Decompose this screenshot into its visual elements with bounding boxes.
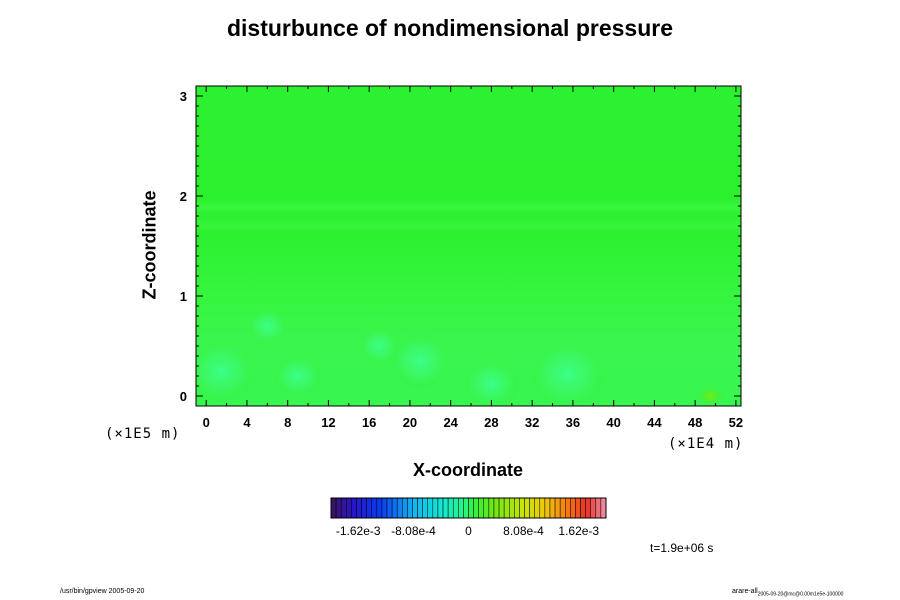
y-tick-label: 3 <box>180 89 187 104</box>
colorbar-cell <box>585 497 591 519</box>
time-annotation: t=1.9e+06 s <box>650 541 714 555</box>
y-axis-label: Z-coordinate <box>139 190 160 300</box>
colorbar-cell <box>575 497 581 519</box>
x-tick-label: 28 <box>484 415 498 430</box>
colorbar-cell <box>600 497 607 519</box>
y-tick-label: 1 <box>180 289 187 304</box>
x-tick-label: 48 <box>688 415 702 430</box>
colorbar-cell <box>565 497 571 519</box>
colorbar-cell <box>488 497 495 519</box>
colorbar-cell <box>427 497 434 519</box>
colorbar-cell <box>422 497 429 519</box>
colorbar-cell <box>447 497 454 519</box>
field-minimum <box>273 353 323 399</box>
x-tick-label: 40 <box>606 415 620 430</box>
x-tick-label: 52 <box>729 415 743 430</box>
x-tick-label: 32 <box>525 415 539 430</box>
colorbar-cell <box>595 497 602 519</box>
colorbar-cell <box>539 497 546 519</box>
colorbar-cell <box>412 497 418 519</box>
x-unit-label: (×1E4 m) <box>668 436 744 452</box>
colorbar-cell <box>381 497 388 519</box>
footer-right-sub: 2005-09-20@mc@0.00m1e5e-100000 <box>757 591 844 598</box>
colorbar-cell <box>330 497 337 519</box>
y-tick-label: 2 <box>180 189 187 204</box>
chart-title: disturbunce of nondimensional pressure <box>226 15 673 41</box>
colorbar-tick-label: 1.62e-3 <box>558 524 599 538</box>
field-minimum <box>358 327 401 365</box>
field-minimum <box>246 307 289 345</box>
colorbar-cell <box>524 497 530 519</box>
colorbar-cell <box>376 497 383 519</box>
x-tick-label: 4 <box>243 415 251 430</box>
colorbar-cell <box>493 497 500 519</box>
colorbar-tick-label: -1.62e-3 <box>336 524 381 538</box>
colorbar-cell <box>473 497 479 519</box>
field-minimum <box>463 358 520 406</box>
colorbar-tick-label: 0 <box>465 524 472 538</box>
colorbar-cell <box>437 497 444 519</box>
colorbar-tick-label: -8.08e-4 <box>391 524 436 538</box>
colorbar-cell <box>366 497 372 519</box>
colorbar-cell <box>570 497 576 519</box>
colorbar-cell <box>402 497 408 519</box>
field-background <box>196 86 741 406</box>
colorbar-cell <box>335 497 342 519</box>
colorbar-cell <box>351 497 357 519</box>
colorbar-cell <box>407 497 413 519</box>
x-tick-label: 16 <box>362 415 376 430</box>
colorbar-cell <box>346 497 352 519</box>
footer-right-main: arare-all <box>732 588 758 595</box>
colorbar-cell <box>442 497 449 519</box>
footer-left: /usr/bin/gpview 2005-09-20 <box>60 588 145 595</box>
colorbar-cell <box>534 497 541 519</box>
field-maximum <box>696 386 725 406</box>
colorbar-cell <box>554 497 561 519</box>
colorbar-cell <box>371 497 378 519</box>
colorbar-cell <box>396 497 403 519</box>
x-tick-label: 24 <box>443 415 458 430</box>
colorbar-cell <box>580 497 586 519</box>
colorbar-cell <box>514 497 520 519</box>
field-minimum <box>196 339 257 403</box>
colorbar-cell <box>590 497 597 519</box>
colorbar-frame <box>330 497 607 519</box>
x-tick-label: 8 <box>284 415 291 430</box>
x-tick-label: 20 <box>403 415 417 430</box>
y-unit-label: (×1E5 m) <box>105 426 181 442</box>
colorbar-cell <box>432 497 439 519</box>
colorbar-cell <box>458 497 464 519</box>
colorbar-cell <box>417 497 423 519</box>
field-minimum <box>529 339 607 406</box>
colorbar-cell <box>478 497 485 519</box>
colorbar-cell <box>503 497 510 519</box>
colorbar-cell <box>386 497 393 519</box>
colorbar-cell <box>452 497 459 519</box>
x-tick-label: 12 <box>321 415 335 430</box>
footer-right: arare-all2005-09-20@mc@0.00m1e5e-100000 <box>732 588 843 597</box>
colorbar-tick-label: 8.08e-4 <box>503 524 544 538</box>
heatmap-field <box>196 86 741 406</box>
colorbar-cell <box>498 497 505 519</box>
colorbar-cell <box>559 497 566 519</box>
field-minimum <box>388 332 452 390</box>
colorbar-cell <box>340 497 347 519</box>
x-axis-label: X-coordinate <box>412 460 523 480</box>
x-tick-label: 0 <box>203 415 210 430</box>
colorbar-cell <box>519 497 525 519</box>
colorbar-cell <box>391 497 398 519</box>
x-tick-label: 44 <box>647 415 662 430</box>
colorbar-cell <box>544 497 551 519</box>
colorbar-cell <box>549 497 556 519</box>
colorbar-cell <box>468 497 474 519</box>
x-tick-label: 36 <box>566 415 580 430</box>
colorbar-cell <box>508 497 515 519</box>
y-tick-label: 0 <box>180 389 187 404</box>
colorbar-cell <box>361 497 367 519</box>
colorbar-cell <box>463 497 469 519</box>
colorbar-cell <box>483 497 490 519</box>
colorbar-cell <box>529 497 535 519</box>
colorbar-cell <box>356 497 362 519</box>
